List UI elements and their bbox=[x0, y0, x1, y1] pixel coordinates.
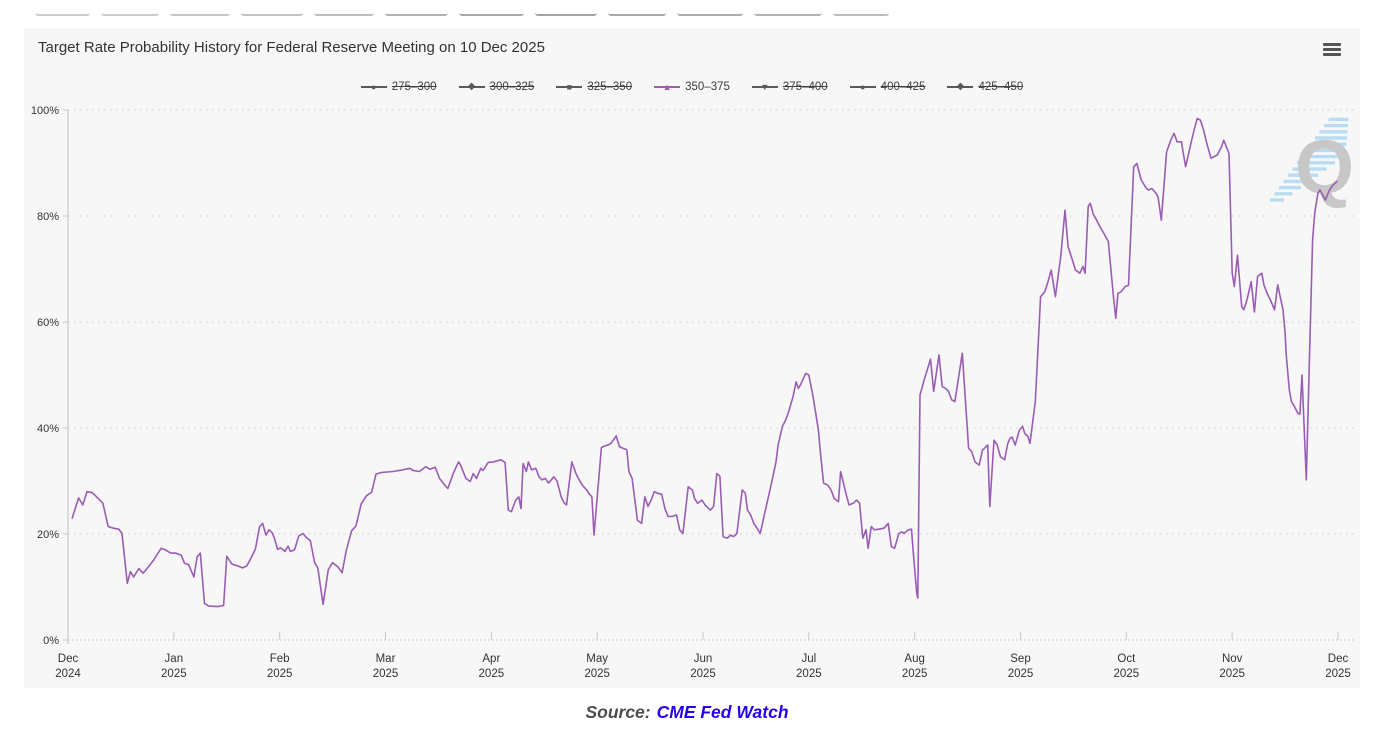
top-cutoff-buttons-strip bbox=[35, 0, 900, 16]
svg-text:Mar: Mar bbox=[376, 653, 396, 665]
circle-marker-icon: ● bbox=[360, 80, 387, 94]
legend-item-275-300[interactable]: ● 275–300 bbox=[360, 80, 437, 94]
triangle-down-marker-icon: ▼ bbox=[751, 80, 778, 94]
svg-text:2025: 2025 bbox=[373, 668, 399, 680]
triangle-up-marker-icon: ▲ bbox=[654, 80, 681, 94]
source-attribution: Source: CME Fed Watch bbox=[0, 702, 1374, 723]
diamond-marker-icon: ◆ bbox=[947, 80, 974, 94]
svg-text:2025: 2025 bbox=[479, 668, 505, 680]
cutoff-button[interactable] bbox=[385, 1, 448, 16]
hamburger-icon bbox=[1323, 48, 1341, 51]
cutoff-button[interactable] bbox=[833, 1, 889, 16]
svg-text:40%: 40% bbox=[37, 423, 59, 435]
svg-text:2025: 2025 bbox=[690, 668, 716, 680]
legend-label: 325–350 bbox=[587, 81, 633, 93]
source-link[interactable]: CME Fed Watch bbox=[656, 702, 789, 722]
chart-title: Target Rate Probability History for Fede… bbox=[38, 39, 545, 56]
hamburger-icon bbox=[1323, 53, 1341, 56]
svg-text:2025: 2025 bbox=[796, 668, 822, 680]
svg-text:2025: 2025 bbox=[267, 668, 293, 680]
square-marker-icon: ■ bbox=[556, 80, 583, 94]
svg-text:Aug: Aug bbox=[904, 653, 924, 665]
cutoff-button[interactable] bbox=[35, 1, 90, 16]
svg-text:100%: 100% bbox=[31, 105, 59, 117]
svg-text:60%: 60% bbox=[37, 317, 59, 329]
legend-label: 375–400 bbox=[782, 81, 828, 93]
cutoff-button[interactable] bbox=[170, 1, 230, 16]
svg-text:0%: 0% bbox=[43, 635, 59, 647]
svg-text:Dec: Dec bbox=[58, 653, 79, 665]
cutoff-button[interactable] bbox=[241, 1, 303, 16]
svg-text:2025: 2025 bbox=[1114, 668, 1140, 680]
legend-label: 400–425 bbox=[880, 81, 926, 93]
source-label: Source: bbox=[585, 702, 651, 722]
chart-legend: ● 275–300 ◆ 300–325 ■ 325–350 ▲ 350–375 ▼ 375–400… bbox=[24, 80, 1360, 94]
svg-text:Sep: Sep bbox=[1010, 653, 1030, 665]
legend-label: 300–325 bbox=[489, 81, 535, 93]
legend-item-425-450[interactable]: ◆ 425–450 bbox=[947, 80, 1023, 94]
svg-text:Jun: Jun bbox=[694, 653, 713, 665]
cutoff-button[interactable] bbox=[535, 1, 597, 16]
cutoff-button[interactable] bbox=[754, 1, 822, 16]
svg-text:2025: 2025 bbox=[584, 668, 610, 680]
svg-text:Feb: Feb bbox=[270, 653, 290, 665]
legend-item-350-375[interactable]: ▲ 350–375 bbox=[654, 80, 730, 94]
watermark-q-logo: Q bbox=[1295, 125, 1354, 210]
legend-label: 425–450 bbox=[978, 81, 1024, 93]
svg-text:Jul: Jul bbox=[801, 653, 816, 665]
svg-text:May: May bbox=[586, 653, 608, 665]
diamond-marker-icon: ◆ bbox=[458, 80, 485, 94]
svg-text:Dec: Dec bbox=[1328, 653, 1349, 665]
probability-line-chart: 0% 20% 40% 60% 80% 100% Dec 2024 Jan 2025 Feb 2025 M… bbox=[31, 105, 1354, 680]
legend-label: 275–300 bbox=[391, 81, 437, 93]
fedwatch-chart-panel: Target Rate Probability History for Fede… bbox=[24, 28, 1360, 688]
legend-item-325-350[interactable]: ■ 325–350 bbox=[556, 80, 632, 94]
svg-text:2024: 2024 bbox=[55, 668, 81, 680]
circle-marker-icon: ● bbox=[849, 80, 876, 94]
cutoff-button[interactable] bbox=[677, 1, 743, 16]
legend-label: 350–375 bbox=[685, 81, 730, 93]
cutoff-button[interactable] bbox=[101, 1, 159, 16]
cutoff-button[interactable] bbox=[459, 1, 524, 16]
chart-menu-button[interactable] bbox=[1321, 41, 1347, 63]
svg-text:2025: 2025 bbox=[902, 668, 928, 680]
svg-text:80%: 80% bbox=[37, 211, 59, 223]
svg-text:2025: 2025 bbox=[1008, 668, 1034, 680]
svg-text:2025: 2025 bbox=[161, 668, 187, 680]
series-line-350-375 bbox=[71, 117, 1338, 608]
cutoff-button[interactable] bbox=[608, 1, 666, 16]
legend-item-400-425[interactable]: ● 400–425 bbox=[849, 80, 926, 94]
cutoff-button[interactable] bbox=[314, 1, 374, 16]
svg-text:2025: 2025 bbox=[1219, 668, 1245, 680]
legend-item-375-400[interactable]: ▼ 375–400 bbox=[751, 80, 828, 94]
svg-text:Jan: Jan bbox=[165, 653, 184, 665]
svg-text:20%: 20% bbox=[37, 529, 59, 541]
legend-item-300-325[interactable]: ◆ 300–325 bbox=[458, 80, 535, 94]
svg-text:2025: 2025 bbox=[1325, 668, 1351, 680]
svg-text:Nov: Nov bbox=[1222, 653, 1243, 665]
hamburger-icon bbox=[1323, 43, 1341, 46]
svg-text:Oct: Oct bbox=[1117, 653, 1136, 665]
svg-text:Apr: Apr bbox=[482, 653, 500, 665]
